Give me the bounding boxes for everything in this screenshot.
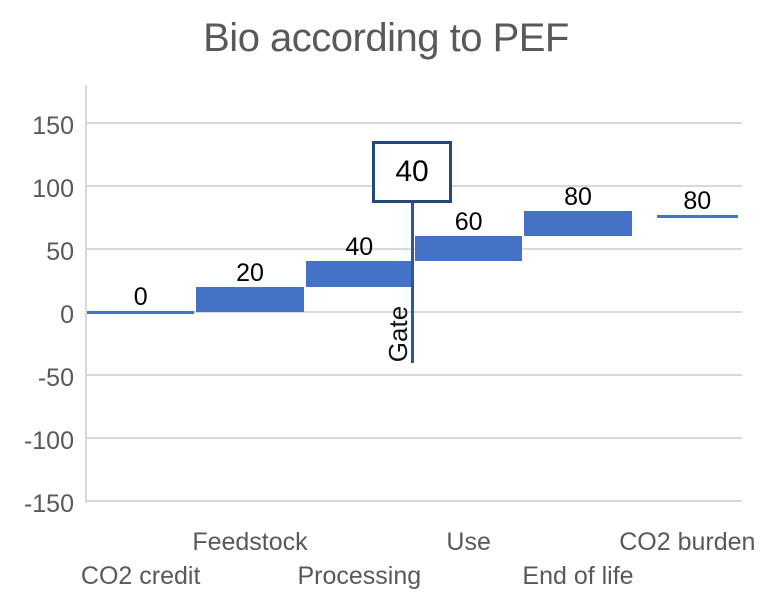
gate-line	[411, 202, 414, 363]
gridline	[86, 247, 742, 250]
category-label-feedstock: Feedstock	[192, 528, 308, 556]
value-label-co2-burden: 80	[683, 186, 712, 215]
gate-value-box: 40	[372, 141, 452, 203]
value-label-feedstock: 20	[236, 258, 264, 287]
total-line-co2-burden	[656, 214, 738, 218]
category-label-processing: Processing	[297, 562, 422, 590]
value-label-co2-credit: 0	[133, 283, 148, 311]
y-tick-label: -100	[23, 427, 74, 456]
gridline	[86, 374, 742, 377]
bar-use	[415, 236, 523, 262]
y-tick-label: 100	[32, 174, 74, 203]
bar-end-of-life	[524, 210, 632, 237]
category-label-use: Use	[446, 528, 491, 556]
y-tick-label: 150	[32, 111, 74, 140]
bar-processing	[305, 261, 413, 287]
y-tick-label: -150	[23, 490, 74, 519]
gridline	[86, 500, 742, 503]
gate-box-value: 40	[395, 155, 429, 188]
y-tick-label: 50	[46, 237, 74, 266]
chart-title: Bio according to PEF	[203, 16, 569, 60]
y-tick-label: 0	[60, 301, 74, 329]
gridline	[86, 437, 742, 440]
value-label-use: 60	[454, 208, 483, 237]
total-line-co2-credit	[87, 311, 195, 314]
value-label-processing: 40	[345, 233, 374, 262]
y-axis-line	[85, 85, 87, 503]
gridline	[86, 121, 742, 124]
bar-feedstock	[196, 286, 304, 312]
category-label-end-of-life: End of life	[522, 562, 634, 590]
category-label-co2-credit: CO2 credit	[80, 562, 201, 590]
category-label-co2-burden: CO2 burden	[619, 528, 756, 556]
gate-label: Gate	[383, 305, 413, 363]
gridline	[86, 311, 742, 313]
y-tick-label: -50	[37, 364, 74, 393]
value-label-end-of-life: 80	[564, 182, 592, 211]
